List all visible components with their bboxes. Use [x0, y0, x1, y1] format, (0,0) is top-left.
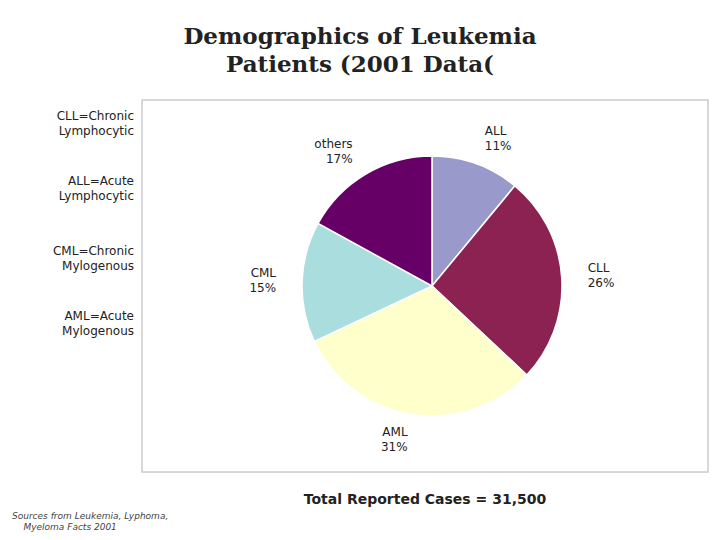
pie-slice [318, 156, 432, 286]
slice-label: ALL11% [485, 124, 512, 153]
slice-label-line: 15% [249, 281, 276, 295]
slice-label: AML31% [381, 425, 408, 454]
slice-label-line: CLL [588, 261, 610, 275]
caption: Total Reported Cases = 31,500 [304, 491, 547, 507]
title: Demographics of LeukemiaPatients (2001 D… [183, 22, 536, 77]
chart: Demographics of LeukemiaPatients (2001 D… [0, 0, 720, 540]
slice-label-line: 26% [588, 276, 615, 290]
pie-labels: ALL11% CLL26% AML31% CML15% others17% [249, 124, 614, 454]
slice-label-line: 11% [485, 139, 512, 153]
slice-label: CLL26% [588, 261, 615, 290]
slice-label-line: CML [251, 266, 277, 280]
source: Sources from Leukemia, Lyphoma, Myeloma … [12, 511, 168, 532]
slice-label-line: others [314, 137, 352, 151]
slice-label-line: AML [382, 425, 408, 439]
annotation: ALL=AcuteLymphocytic [59, 174, 134, 203]
annotation: CML=ChronicMylogenous [53, 244, 134, 273]
slice-label-line: ALL [485, 124, 507, 138]
slice-label: others17% [314, 137, 352, 166]
annotation: AML=AcuteMylogenous [62, 309, 134, 338]
plot-frame [142, 100, 708, 472]
slice-label: CML15% [249, 266, 276, 295]
pie [302, 156, 562, 416]
slice-label-line: 31% [381, 440, 408, 454]
annotation: CLL=ChronicLymphocytic [57, 109, 134, 138]
slice-label-line: 17% [326, 152, 353, 166]
